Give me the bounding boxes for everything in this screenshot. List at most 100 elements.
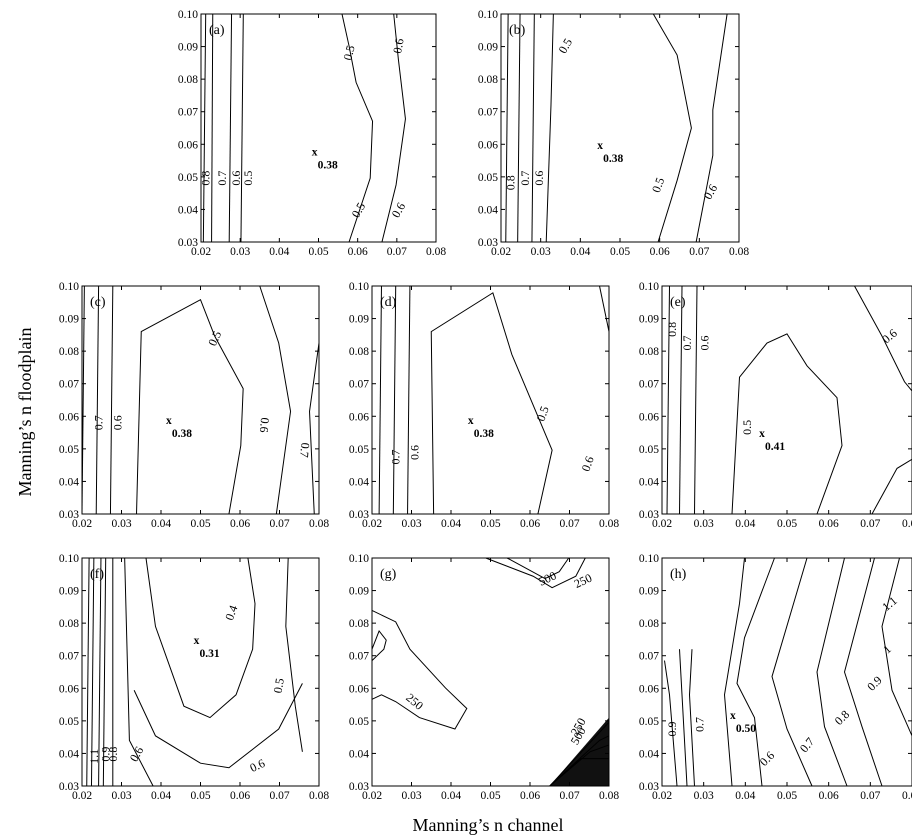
contour-label: 0.6 [257,417,272,433]
x-tick-label: 0.05 [480,790,500,802]
x-tick-label: 0.05 [610,246,630,258]
contour-label: 0.6 [701,182,721,202]
x-tick-label: 0.05 [777,790,797,802]
x-tick-label: 0.04 [441,790,461,802]
y-tick-label: 0.04 [349,748,369,760]
contour-label: 0.6 [390,37,406,54]
x-tick-label: 0.08 [426,246,446,258]
x-tick-label: 0.05 [308,246,328,258]
contour-line [98,557,102,787]
contour-label: 0.5 [649,176,667,195]
y-tick-label: 0.05 [639,444,659,456]
panel-label: (a) [209,23,225,38]
panel-label: (h) [670,567,687,582]
x-tick-label: 0.08 [599,518,619,530]
contour-line [285,557,303,752]
optimum-value: 0.38 [474,428,494,440]
y-tick-label: 0.07 [178,107,198,119]
contour-line [371,609,468,730]
y-tick-label: 0.05 [59,716,79,728]
x-tick-label: 0.08 [902,790,912,802]
x-tick-label: 0.04 [269,246,289,258]
x-tick-label: 0.02 [362,790,382,802]
x-tick-label: 0.02 [652,790,672,802]
y-tick-label: 0.06 [59,411,79,423]
contour-line [506,557,570,580]
contour-line [771,557,813,787]
contour-line [259,285,292,515]
y-tick-label: 0.07 [59,379,79,391]
y-axis-label: Manning’s n floodplain [15,328,35,497]
contour-line [736,557,775,787]
contour-line [309,342,320,515]
optimum-value: 0.38 [318,159,338,171]
y-tick-label: 0.04 [478,204,498,216]
contour-label: 0.6 [408,445,422,460]
y-tick-label: 0.08 [478,74,498,86]
contour-line [378,285,382,515]
contour-label: 0.6 [532,171,546,186]
y-tick-label: 0.10 [178,9,198,21]
y-tick-label: 0.09 [59,586,79,598]
y-tick-label: 0.03 [59,509,79,521]
contour-label: 250 [572,571,594,591]
panel-label: (e) [670,295,686,310]
contour-line [145,557,256,719]
contour-line [240,13,244,243]
contour-line [371,629,387,661]
x-tick-label: 0.07 [269,518,289,530]
x-tick-label: 0.02 [491,246,511,258]
plot-frame [371,557,610,787]
contour-label: 0.5 [271,677,287,694]
y-tick-label: 0.08 [349,346,369,358]
contour-line [109,285,114,515]
contour-line [688,649,695,787]
contour-line [545,13,554,243]
contour-line [86,557,90,787]
y-tick-label: 0.07 [349,379,369,391]
optimum-marker: x [468,415,474,427]
contour-line [381,13,406,243]
y-tick-label: 0.10 [59,553,79,565]
x-tick-label: 0.04 [151,790,171,802]
x-tick-label: 0.04 [151,518,171,530]
contour-label: 0.9 [665,722,679,737]
x-tick-label: 0.04 [570,246,590,258]
plot-frame [661,285,912,515]
x-tick-label: 0.02 [191,246,211,258]
contour-line [731,333,843,515]
y-tick-label: 0.09 [639,586,659,598]
contour-line [202,13,207,243]
contour-line [599,285,610,332]
optimum-marker: x [312,146,318,158]
contour-label: 0.8 [504,175,518,190]
contour-label: 0.6 [698,336,712,351]
contour-label: 0.6 [879,326,899,346]
contour-line [881,557,912,737]
contour-label: 0.6 [127,744,147,764]
optimum-marker: x [730,710,736,722]
contour-line [549,758,609,787]
y-tick-label: 0.10 [349,553,369,565]
y-tick-label: 0.06 [349,683,369,695]
optimum-value: 0.31 [200,648,220,660]
y-tick-label: 0.09 [639,314,659,326]
x-tick-label: 0.06 [819,790,839,802]
y-tick-label: 0.10 [639,281,659,293]
contour-line [228,13,233,243]
contour-label: 0.7 [693,717,707,732]
contour-label: 1.1 [87,749,101,764]
x-tick-label: 0.03 [531,246,551,258]
contour-label: 0.6 [579,454,597,473]
y-tick-label: 0.07 [639,651,659,663]
y-tick-label: 0.04 [178,204,198,216]
x-tick-label: 0.03 [694,518,714,530]
contour-label: 500 [536,568,558,588]
y-tick-label: 0.04 [639,476,659,488]
x-tick-label: 0.07 [269,790,289,802]
x-tick-label: 0.04 [441,518,461,530]
x-tick-label: 0.03 [401,518,421,530]
y-tick-label: 0.04 [639,748,659,760]
